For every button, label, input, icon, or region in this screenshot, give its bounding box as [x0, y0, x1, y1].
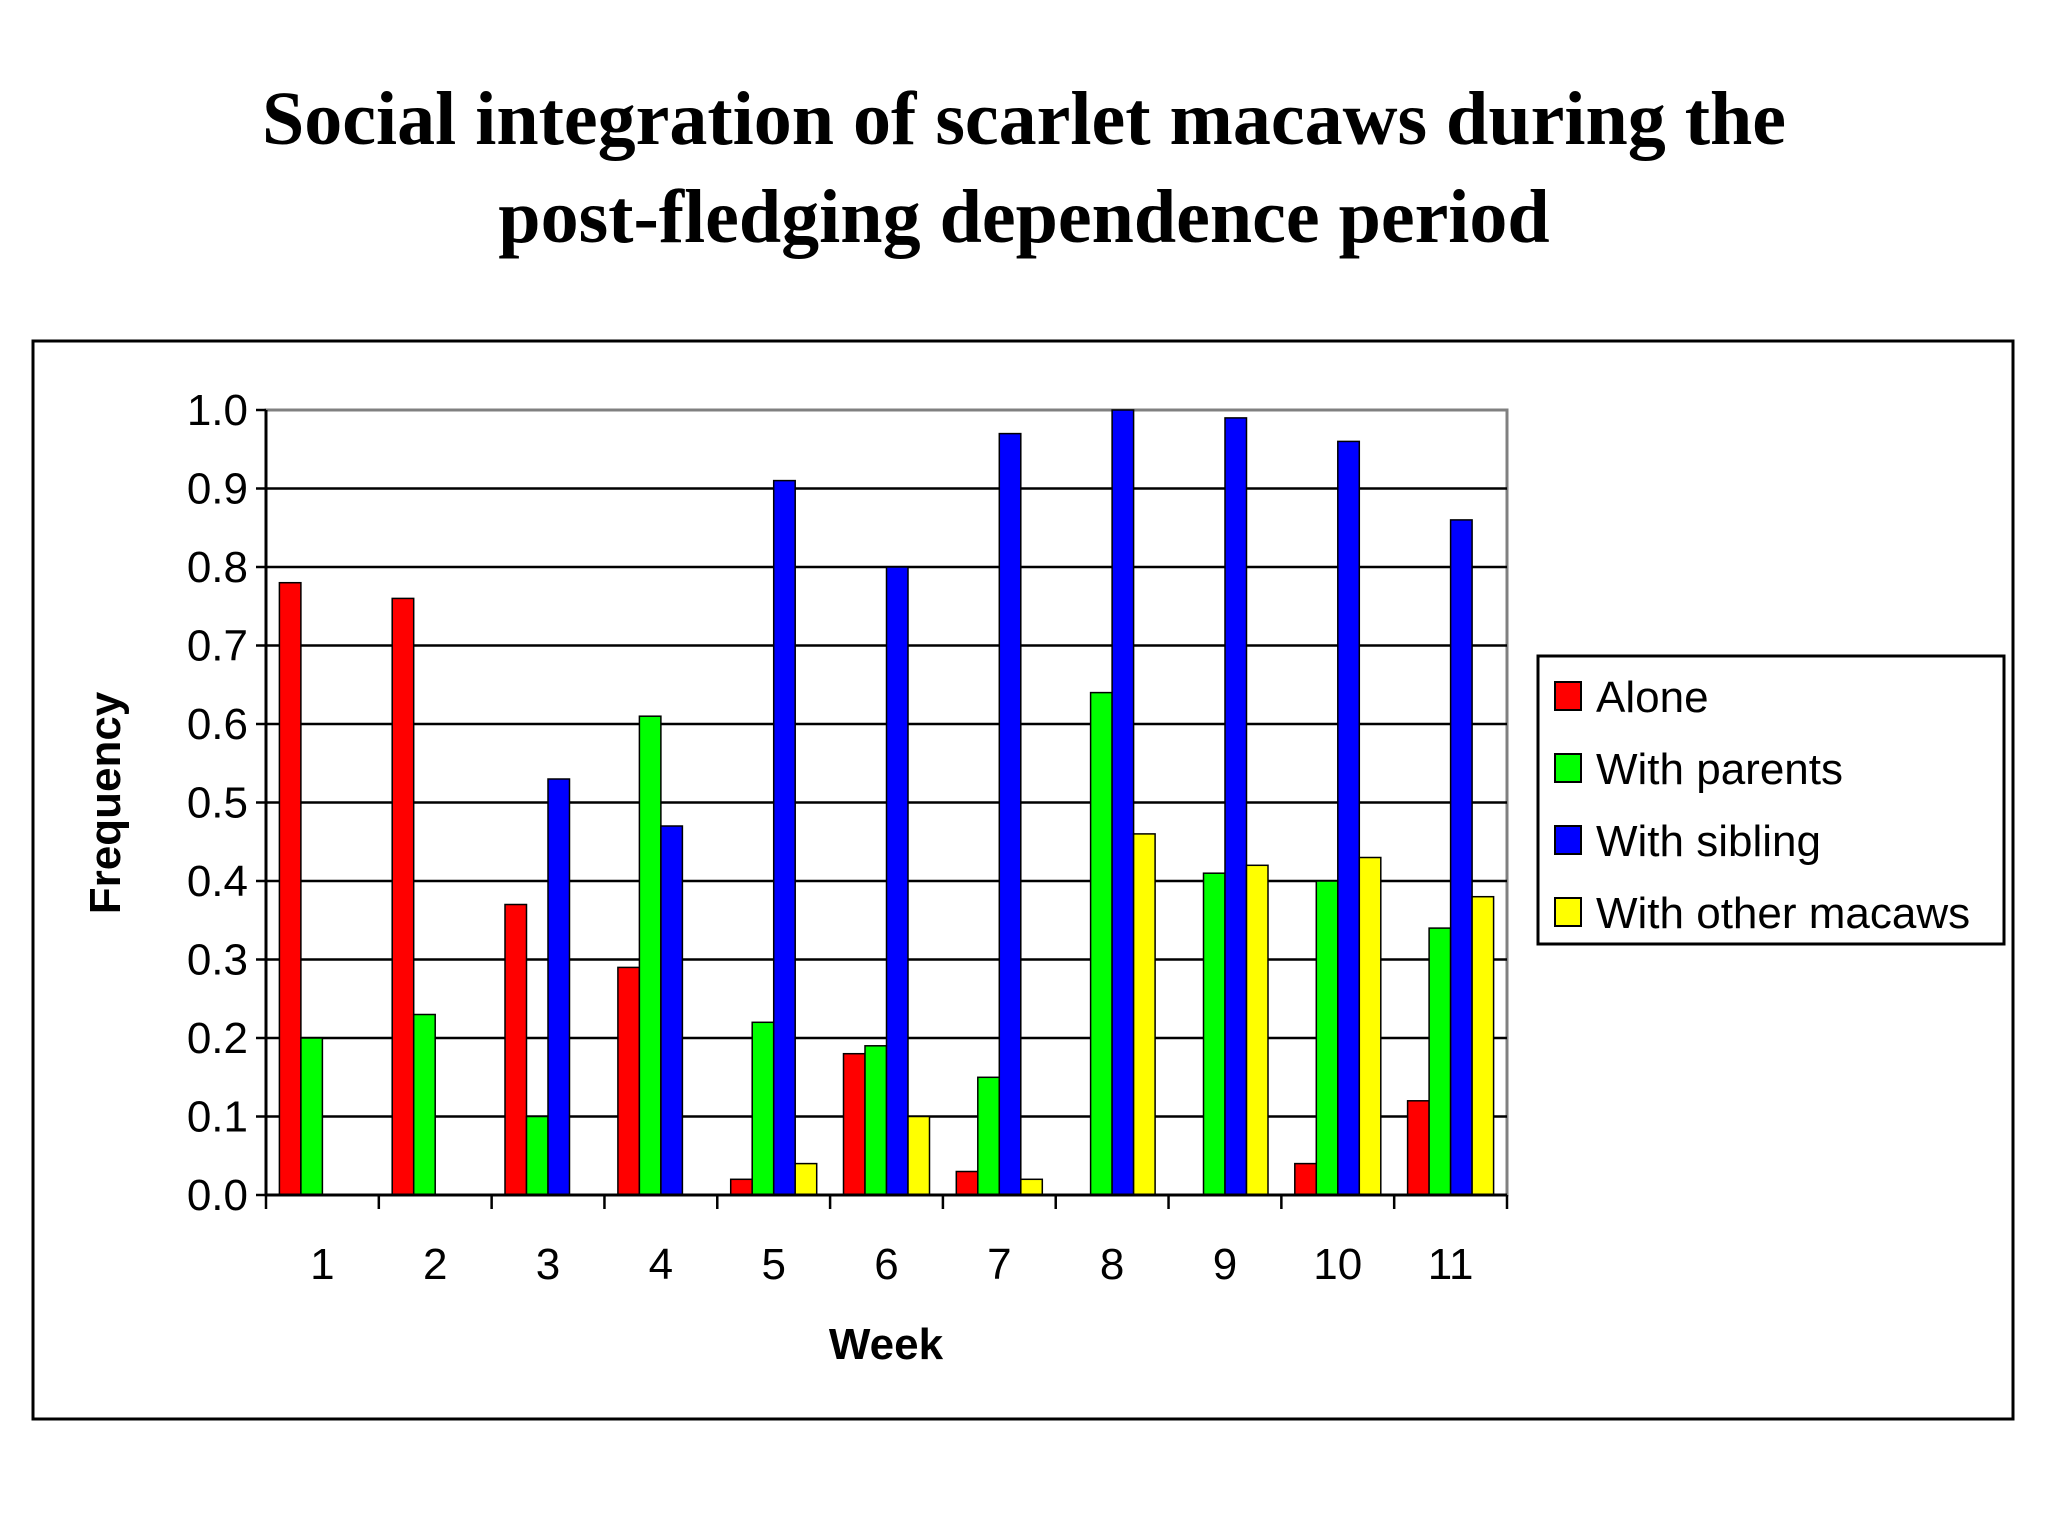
bar-with-parents	[751, 1021, 775, 1196]
bar-with-sibling	[772, 479, 796, 1196]
bar-with-sibling	[1111, 409, 1135, 1196]
y-tick-label: 0.4	[187, 857, 248, 906]
bar-with-sibling	[660, 825, 684, 1196]
x-tick-label: 7	[987, 1240, 1011, 1289]
bar-with-parents	[864, 1045, 888, 1196]
bar-with-other-macaws	[1358, 856, 1382, 1196]
x-tick-label: 8	[1100, 1240, 1124, 1289]
bar-with-sibling	[547, 778, 571, 1196]
bar-with-sibling	[1224, 417, 1248, 1196]
bar-with-parents	[412, 1013, 436, 1196]
x-tick-label: 3	[536, 1240, 560, 1289]
x-tick-label: 5	[761, 1240, 785, 1289]
bar-alone	[504, 903, 528, 1196]
y-axis-title: Frequency	[81, 691, 130, 914]
legend-swatch	[1554, 681, 1582, 711]
bar-with-parents	[525, 1115, 549, 1196]
legend-label: With other macaws	[1596, 889, 1970, 938]
x-axis: 1 2 3 4 5 6 7 8 9 10 11	[264, 1193, 1509, 1289]
bar-alone	[1294, 1162, 1318, 1196]
bar-with-parents	[1428, 927, 1452, 1196]
bar-with-parents	[300, 1037, 324, 1196]
bar-with-parents	[977, 1076, 1001, 1196]
legend-swatch	[1554, 825, 1582, 855]
bar-alone	[1406, 1100, 1430, 1196]
legend: Alone With parents With sibling With other …	[1536, 654, 2006, 946]
legend-label: Alone	[1596, 673, 1709, 722]
x-axis-title: Week	[829, 1320, 944, 1369]
x-tick-label: 9	[1213, 1240, 1237, 1289]
bar-with-sibling	[1337, 440, 1361, 1196]
bar-alone	[278, 581, 302, 1196]
bar-alone	[955, 1170, 979, 1196]
x-tick-label: 4	[649, 1240, 673, 1289]
x-tick-label: 11	[1428, 1240, 1474, 1289]
bar-with-sibling	[885, 566, 909, 1196]
bar-alone	[391, 597, 415, 1196]
bar-with-parents	[1315, 880, 1339, 1196]
legend-label: With parents	[1596, 745, 1843, 794]
bar-with-other-macaws	[1020, 1178, 1044, 1196]
bar-with-other-macaws	[794, 1162, 818, 1196]
bar-alone	[729, 1178, 753, 1196]
y-tick-label: 0.2	[187, 1014, 248, 1063]
bar-with-parents	[1089, 691, 1113, 1196]
y-tick-label: 1.0	[187, 386, 248, 435]
y-tick-label: 0.7	[187, 622, 248, 671]
y-tick-label: 0.6	[187, 700, 248, 749]
chart-title: Social integration of scarlet macaws dur…	[0, 70, 2048, 266]
bar-with-parents	[1202, 872, 1226, 1196]
legend-box	[1536, 654, 2006, 946]
y-tick-label: 0.8	[187, 543, 248, 592]
y-tick-label: 0.0	[187, 1171, 248, 1220]
legend-items: Alone With parents With sibling With other …	[1554, 673, 1970, 938]
chart-title-line-1: Social integration of scarlet macaws dur…	[261, 77, 1787, 161]
y-tick-label: 0.9	[187, 465, 248, 514]
x-tick-label: 6	[874, 1240, 898, 1289]
bar-alone	[617, 966, 641, 1196]
bar-with-other-macaws	[1471, 895, 1495, 1196]
x-tick-label: 2	[423, 1240, 447, 1289]
y-tick-label: 0.3	[187, 936, 248, 985]
bar-with-other-macaws	[1245, 864, 1269, 1196]
y-tick-label: 0.5	[187, 779, 248, 828]
legend-label: With sibling	[1596, 817, 1821, 866]
bar-with-other-macaws	[1132, 833, 1156, 1196]
x-tick-label: 1	[310, 1240, 334, 1289]
x-tick-label: 10	[1313, 1240, 1362, 1289]
bar-with-parents	[638, 715, 662, 1196]
chart-title-line-2: post-fledging dependence period	[498, 175, 1550, 259]
bar-with-sibling	[998, 432, 1022, 1196]
legend-swatch	[1554, 753, 1582, 783]
bars	[278, 409, 1495, 1196]
bar-alone	[842, 1052, 866, 1196]
y-axis: 0.0 0.1 0.2 0.3 0.4 0.5 0.6 0.7 0.8 0.9 1.0	[187, 386, 268, 1220]
bar-with-sibling	[1449, 519, 1473, 1196]
legend-swatch	[1554, 897, 1582, 927]
y-tick-label: 0.1	[187, 1093, 248, 1142]
bar-with-other-macaws	[907, 1115, 931, 1196]
